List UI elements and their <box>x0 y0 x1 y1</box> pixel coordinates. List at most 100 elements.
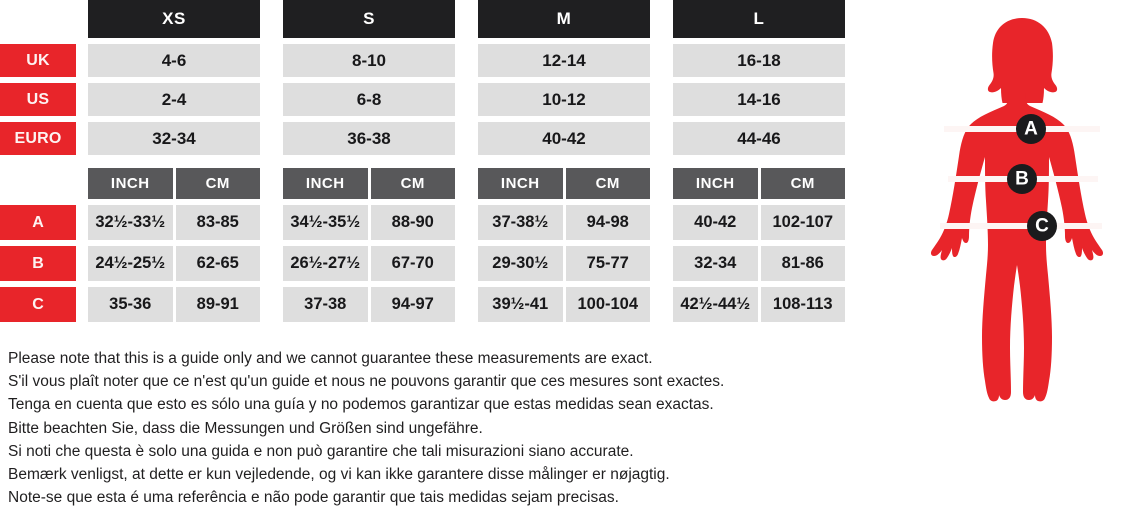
cell-euro-xs: 32-34 <box>88 122 260 155</box>
size-header-xs: XS <box>88 0 260 38</box>
cell-us-l: 14-16 <box>673 83 845 116</box>
col-gap <box>650 0 673 38</box>
unit-divider <box>172 205 176 240</box>
unit-divider <box>757 287 761 322</box>
cell-a-xs-inch: 32½-33½ <box>88 205 173 240</box>
col-gap <box>260 287 283 322</box>
cell-a-s-cm: 88-90 <box>370 205 455 240</box>
cell-b-m-inch: 29-30½ <box>478 246 563 281</box>
corner-blank <box>0 0 76 38</box>
note-line-da: Bemærk venligst, at dette er kun vejlede… <box>8 466 670 484</box>
measure-a-xs: 32½-33½ 83-85 <box>88 205 260 240</box>
col-gap <box>455 287 478 322</box>
col-gap <box>260 0 283 38</box>
unit-row-blank <box>0 168 76 199</box>
cell-c-xs-cm: 89-91 <box>175 287 260 322</box>
unit-divider <box>562 168 566 199</box>
col-gap <box>650 83 673 116</box>
silhouette-shape <box>930 18 1104 402</box>
cell-b-s-inch: 26½-27½ <box>283 246 368 281</box>
col-gap <box>650 205 673 240</box>
cell-uk-xs: 4-6 <box>88 44 260 77</box>
col-gap <box>260 246 283 281</box>
marker-b-label: B <box>1015 169 1029 190</box>
cell-c-xs-inch: 35-36 <box>88 287 173 322</box>
cell-c-m-inch: 39½-41 <box>478 287 563 322</box>
size-chart-table: XS S M L UK 4-6 8-10 12-14 16-18 US 2-4 … <box>0 0 870 322</box>
female-body-silhouette: A B C <box>930 18 1104 402</box>
col-gap <box>76 83 88 116</box>
col-gap <box>650 246 673 281</box>
cell-b-l-inch: 32-34 <box>673 246 758 281</box>
marker-a-label: A <box>1024 119 1038 140</box>
cell-b-s-cm: 67-70 <box>370 246 455 281</box>
col-gap <box>260 44 283 77</box>
note-line-en: Please note that this is a guide only an… <box>8 350 653 367</box>
size-chart-grid: XS S M L UK 4-6 8-10 12-14 16-18 US 2-4 … <box>0 0 870 322</box>
col-gap <box>76 44 88 77</box>
unit-header-cm: CM <box>565 168 650 199</box>
unit-header-xs: INCH CM <box>88 168 260 199</box>
marker-a-icon: A <box>1016 114 1046 144</box>
cell-c-s-cm: 94-97 <box>370 287 455 322</box>
unit-divider <box>562 287 566 322</box>
cell-c-s-inch: 37-38 <box>283 287 368 322</box>
cell-c-l-cm: 108-113 <box>760 287 845 322</box>
col-gap <box>76 0 88 38</box>
cell-euro-s: 36-38 <box>283 122 455 155</box>
unit-header-l: INCH CM <box>673 168 845 199</box>
measure-c-xs: 35-36 89-91 <box>88 287 260 322</box>
size-header-s: S <box>283 0 455 38</box>
measure-b-xs: 24½-25½ 62-65 <box>88 246 260 281</box>
col-gap <box>76 168 88 199</box>
col-gap <box>260 205 283 240</box>
unit-divider <box>367 168 371 199</box>
unit-divider <box>367 246 371 281</box>
col-gap <box>455 122 478 155</box>
marker-c-label: C <box>1035 216 1049 237</box>
row-label-a: A <box>0 205 76 240</box>
cell-b-m-cm: 75-77 <box>565 246 650 281</box>
cell-us-xs: 2-4 <box>88 83 260 116</box>
marker-c-icon: C <box>1027 211 1057 241</box>
cell-a-m-cm: 94-98 <box>565 205 650 240</box>
measure-b-m: 29-30½ 75-77 <box>478 246 650 281</box>
cell-a-xs-cm: 83-85 <box>175 205 260 240</box>
unit-divider <box>172 246 176 281</box>
cell-b-xs-inch: 24½-25½ <box>88 246 173 281</box>
measure-a-m: 37-38½ 94-98 <box>478 205 650 240</box>
note-line-fr: S'il vous plaît noter que ce n'est qu'un… <box>8 373 725 391</box>
cell-uk-m: 12-14 <box>478 44 650 77</box>
col-gap <box>650 44 673 77</box>
unit-header-s: INCH CM <box>283 168 455 199</box>
col-gap <box>76 246 88 281</box>
cell-c-l-inch: 42½-44½ <box>673 287 758 322</box>
col-gap <box>260 168 283 199</box>
measure-a-l: 40-42 102-107 <box>673 205 845 240</box>
col-gap <box>76 287 88 322</box>
unit-header-inch: INCH <box>673 168 758 199</box>
cell-us-s: 6-8 <box>283 83 455 116</box>
unit-divider <box>757 246 761 281</box>
cell-euro-m: 40-42 <box>478 122 650 155</box>
cell-c-m-cm: 100-104 <box>565 287 650 322</box>
col-gap <box>260 122 283 155</box>
col-gap <box>650 122 673 155</box>
unit-divider <box>172 168 176 199</box>
note-line-de: Bitte beachten Sie, dass die Messungen u… <box>8 419 483 437</box>
measure-c-s: 37-38 94-97 <box>283 287 455 322</box>
unit-header-inch: INCH <box>283 168 368 199</box>
disclaimer-notes: Please note that this is a guide only an… <box>8 347 908 509</box>
cell-a-l-inch: 40-42 <box>673 205 758 240</box>
body-measurement-diagram: A B C <box>914 6 1130 510</box>
note-line-es: Tenga en cuenta que esto es sólo una guí… <box>8 396 714 414</box>
row-label-euro: EURO <box>0 122 76 155</box>
measure-c-l: 42½-44½ 108-113 <box>673 287 845 322</box>
unit-divider <box>562 205 566 240</box>
unit-header-inch: INCH <box>478 168 563 199</box>
unit-divider <box>367 287 371 322</box>
unit-header-inch: INCH <box>88 168 173 199</box>
unit-divider <box>757 205 761 240</box>
size-header-l: L <box>673 0 845 38</box>
row-label-us: US <box>0 83 76 116</box>
